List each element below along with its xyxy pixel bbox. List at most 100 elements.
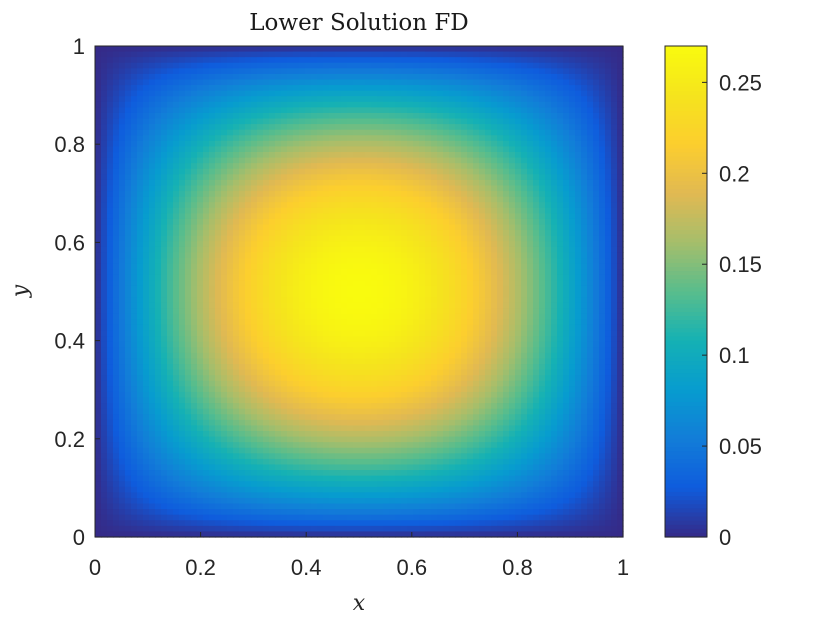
heatmap-cell: [119, 185, 126, 192]
heatmap-cell: [281, 352, 288, 360]
heatmap-cell: [347, 520, 354, 527]
chart-title: Lower Solution FD: [249, 10, 468, 36]
heatmap-cell: [281, 481, 288, 488]
heatmap-cell: [197, 302, 204, 309]
heatmap-cell: [131, 297, 138, 304]
heatmap-cell: [131, 375, 138, 382]
heatmap-cell: [203, 258, 210, 265]
heatmap-cell: [299, 163, 306, 170]
heatmap-cell: [257, 246, 264, 254]
heatmap-cell: [131, 124, 138, 131]
heatmap-cell: [293, 85, 300, 92]
heatmap-cell: [275, 447, 282, 454]
heatmap-cell: [269, 274, 276, 281]
heatmap-cell: [395, 85, 402, 92]
heatmap-cell: [191, 146, 198, 153]
heatmap-cell: [149, 481, 156, 488]
heatmap-cell: [365, 486, 372, 493]
heatmap-cell: [371, 62, 378, 69]
heatmap-cell: [233, 46, 240, 53]
heatmap-cell: [299, 185, 306, 192]
heatmap-cell: [389, 447, 396, 454]
heatmap-cell: [209, 403, 216, 410]
heatmap-cell: [335, 397, 342, 404]
heatmap-cell: [431, 213, 438, 220]
heatmap-cell: [413, 191, 420, 198]
heatmap-cell: [239, 497, 246, 505]
heatmap-cell: [263, 174, 270, 181]
heatmap-cell: [179, 96, 186, 103]
heatmap-cell: [239, 464, 246, 471]
heatmap-cell: [293, 246, 300, 254]
heatmap-cell: [251, 179, 258, 187]
heatmap-cell: [245, 324, 252, 332]
heatmap-cell: [407, 492, 414, 499]
heatmap-cell: [425, 46, 432, 53]
heatmap-cell: [269, 269, 276, 276]
heatmap-cell: [311, 442, 318, 449]
heatmap-cell: [317, 202, 324, 209]
heatmap-cell: [419, 319, 426, 326]
heatmap-cell: [365, 324, 372, 332]
heatmap-cell: [137, 274, 144, 281]
heatmap-cell: [215, 509, 222, 516]
heatmap-cell: [305, 163, 312, 170]
heatmap-cell: [155, 146, 162, 153]
heatmap-cell: [365, 107, 372, 114]
heatmap-cell: [293, 73, 300, 81]
heatmap-cell: [191, 430, 198, 438]
heatmap-cell: [377, 369, 384, 376]
heatmap-cell: [251, 90, 258, 97]
heatmap-cell: [125, 157, 132, 164]
heatmap-cell: [149, 531, 156, 538]
heatmap-cell: [251, 358, 258, 365]
heatmap-cell: [275, 453, 282, 460]
heatmap-cell: [107, 375, 114, 382]
heatmap-cell: [401, 112, 408, 120]
heatmap-cell: [239, 319, 246, 326]
heatmap-cell: [257, 520, 264, 527]
heatmap-cell: [125, 107, 132, 114]
heatmap-cell: [251, 230, 258, 237]
heatmap-cell: [113, 324, 120, 332]
heatmap-cell: [155, 347, 162, 354]
heatmap-cell: [269, 503, 276, 510]
heatmap-cell: [185, 430, 192, 438]
heatmap-cell: [125, 525, 132, 533]
heatmap-cell: [125, 85, 132, 92]
heatmap-cell: [221, 347, 228, 354]
heatmap-cell: [305, 146, 312, 153]
heatmap-cell: [101, 280, 108, 287]
heatmap-cell: [155, 129, 162, 136]
heatmap-cell: [305, 79, 312, 86]
heatmap-cell: [239, 425, 246, 432]
heatmap-cell: [215, 68, 222, 75]
heatmap-cell: [389, 62, 396, 69]
heatmap-cell: [287, 475, 294, 482]
heatmap-cell: [143, 196, 150, 203]
heatmap-cell: [245, 341, 252, 348]
heatmap-cell: [227, 230, 234, 237]
heatmap-cell: [257, 185, 264, 192]
heatmap-cell: [107, 241, 114, 248]
heatmap-cell: [425, 124, 432, 131]
heatmap-cell: [239, 185, 246, 192]
heatmap-cell: [203, 453, 210, 460]
heatmap-cell: [215, 464, 222, 471]
heatmap-cell: [185, 447, 192, 454]
heatmap-cell: [287, 213, 294, 220]
heatmap-cell: [227, 375, 234, 382]
heatmap-cell: [389, 135, 396, 142]
heatmap-cell: [311, 146, 318, 153]
heatmap-cell: [161, 107, 168, 114]
heatmap-cell: [191, 453, 198, 460]
heatmap-cell: [251, 46, 258, 53]
heatmap-cell: [425, 118, 432, 125]
heatmap-cell: [185, 218, 192, 226]
heatmap-cell: [347, 347, 354, 354]
heatmap-cell: [317, 481, 324, 488]
heatmap-cell: [119, 464, 126, 471]
heatmap-cell: [425, 336, 432, 343]
heatmap-cell: [329, 62, 336, 69]
heatmap-cell: [227, 347, 234, 354]
